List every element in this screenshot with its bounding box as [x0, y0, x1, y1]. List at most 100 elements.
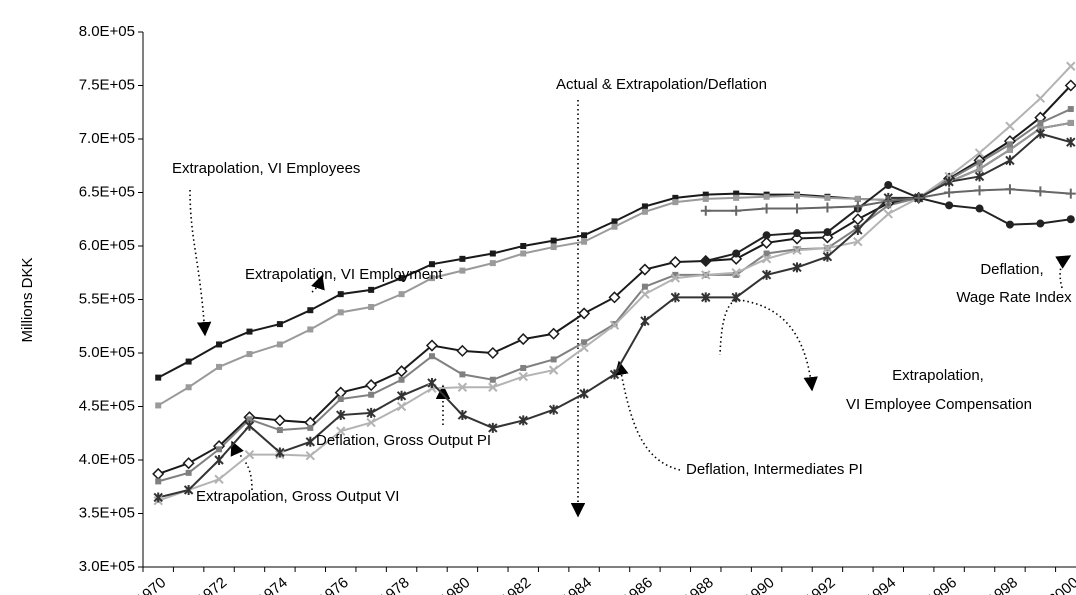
point	[153, 492, 163, 503]
point	[276, 341, 283, 348]
point	[1066, 61, 1076, 71]
point	[216, 446, 223, 453]
point	[396, 401, 407, 412]
y-tick-label: 6.5E+05	[79, 183, 135, 200]
point	[1005, 220, 1014, 229]
point	[670, 273, 681, 283]
point	[976, 165, 983, 172]
point	[518, 371, 528, 382]
x-tick-label: 1992	[802, 574, 838, 595]
point	[547, 327, 560, 340]
point	[244, 449, 255, 460]
x-tick-label: 1970	[133, 574, 169, 595]
x-tick-label: 1988	[680, 574, 716, 595]
point	[822, 251, 833, 262]
point	[701, 256, 710, 265]
annotation: Extrapolation, VI Employment	[245, 266, 443, 283]
point	[550, 237, 557, 244]
point	[763, 193, 770, 200]
x-tick-label: 1974	[255, 574, 291, 595]
point	[581, 339, 588, 346]
point	[520, 364, 527, 371]
point	[246, 351, 253, 358]
series-line	[157, 65, 1072, 502]
point	[550, 356, 557, 363]
point	[1067, 119, 1074, 126]
point	[1005, 121, 1015, 131]
point	[822, 243, 833, 253]
point	[824, 194, 831, 201]
point	[488, 422, 498, 433]
point	[701, 270, 711, 280]
x-tick-label: 1998	[985, 574, 1021, 595]
point	[945, 201, 954, 210]
point	[489, 250, 496, 257]
point	[365, 379, 378, 392]
point	[152, 467, 165, 480]
point	[368, 303, 375, 310]
point	[641, 208, 648, 215]
point	[1066, 215, 1075, 224]
point	[640, 289, 650, 299]
point	[244, 420, 255, 431]
annotation: Wage Rate Index	[956, 289, 1072, 306]
point	[579, 388, 589, 399]
x-tick-label: 1976	[315, 574, 351, 595]
point	[518, 415, 528, 426]
x-tick-label: 1984	[559, 574, 595, 595]
annotation: VI Employee Compensation	[846, 396, 1032, 413]
point	[761, 203, 772, 214]
point	[731, 268, 741, 278]
point	[731, 292, 741, 303]
point	[793, 229, 802, 238]
point	[459, 255, 466, 262]
point	[672, 199, 679, 206]
point	[1005, 155, 1015, 166]
point	[641, 203, 648, 210]
point	[1037, 125, 1044, 132]
point	[337, 396, 344, 403]
point	[550, 244, 557, 251]
point	[428, 261, 435, 268]
point	[155, 374, 162, 381]
point	[1064, 79, 1076, 92]
point	[883, 209, 893, 219]
point	[700, 205, 711, 216]
point	[520, 243, 527, 249]
point	[307, 424, 314, 431]
point	[486, 346, 499, 360]
point	[670, 292, 681, 303]
point	[1035, 93, 1046, 104]
point	[702, 195, 709, 202]
point	[761, 269, 772, 280]
point	[581, 232, 588, 239]
point	[520, 250, 527, 257]
point	[305, 451, 316, 461]
point	[425, 339, 439, 352]
point	[155, 478, 162, 485]
point	[640, 315, 650, 326]
point	[337, 291, 344, 298]
point	[457, 382, 468, 392]
point	[1065, 188, 1076, 199]
point	[974, 185, 985, 196]
point	[581, 238, 588, 245]
point	[216, 341, 223, 348]
point	[763, 250, 770, 257]
annotation: Extrapolation, VI Employees	[172, 160, 360, 177]
point	[732, 249, 741, 258]
annotation-arrows	[189, 100, 1072, 518]
point	[488, 382, 498, 392]
point	[792, 203, 803, 214]
point	[336, 426, 346, 436]
y-tick-label: 4.0E+05	[79, 451, 135, 468]
point	[1036, 219, 1045, 228]
point	[883, 196, 894, 207]
point	[216, 363, 223, 370]
point	[398, 376, 405, 383]
point	[307, 307, 314, 314]
annotation: Deflation,	[980, 261, 1043, 278]
point	[609, 320, 620, 330]
x-tick-label: 1972	[194, 574, 230, 595]
point	[183, 484, 194, 495]
